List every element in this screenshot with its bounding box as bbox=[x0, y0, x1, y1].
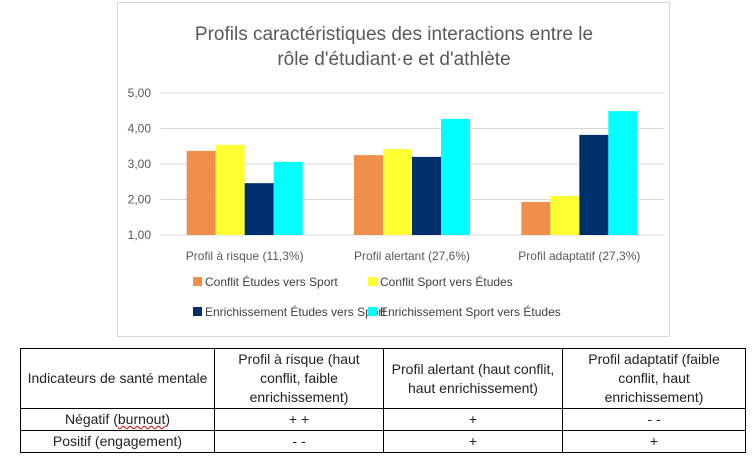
legend-label: Conflit Sport vers Études bbox=[380, 274, 513, 289]
legend-swatch bbox=[193, 277, 202, 286]
row-label: Négatif (burnout) bbox=[20, 408, 215, 431]
bar bbox=[441, 118, 470, 235]
mental-health-table: Indicateurs de santé mentale Profil à ri… bbox=[20, 348, 746, 453]
table-row: Positif (engagement) - - + + bbox=[20, 430, 746, 453]
legend-swatch bbox=[368, 307, 377, 316]
bar bbox=[579, 134, 609, 235]
y-tick-label: 1,00 bbox=[128, 228, 152, 242]
table-cell: + bbox=[383, 408, 563, 431]
bar bbox=[354, 155, 383, 235]
bar bbox=[244, 183, 274, 235]
bar bbox=[412, 156, 441, 235]
legend-swatch bbox=[193, 307, 202, 316]
spellcheck-word: burnout bbox=[117, 411, 166, 427]
x-category-label: Profil adaptatif (27,3%) bbox=[518, 249, 640, 263]
bar bbox=[186, 150, 216, 235]
table-header-row: Indicateurs de santé mentale Profil à ri… bbox=[20, 348, 746, 409]
table-cell: - - bbox=[562, 408, 746, 431]
legend-label: Conflit Études vers Sport bbox=[205, 274, 338, 289]
row-label-text: Négatif ( bbox=[64, 411, 118, 427]
row-label-end: ) bbox=[165, 411, 171, 427]
bar-chart: Profils caractéristiques des interaction… bbox=[128, 24, 663, 319]
bar bbox=[550, 195, 580, 235]
bar bbox=[521, 201, 551, 235]
chart-title-line-2: rôle d'étudiant·e et d'athlète bbox=[277, 49, 510, 70]
chart-title-line-1: Profils caractéristiques des interaction… bbox=[195, 24, 593, 45]
legend-label: Enrichissement Sport vers Études bbox=[380, 304, 561, 319]
legend-swatch bbox=[368, 277, 377, 286]
chart-frame: Profils caractéristiques des interaction… bbox=[117, 2, 670, 337]
bar bbox=[215, 144, 245, 235]
table-cell: + bbox=[383, 430, 563, 453]
bar bbox=[273, 161, 303, 235]
table-cell: + + bbox=[214, 408, 384, 431]
header-cell: Indicateurs de santé mentale bbox=[20, 348, 215, 409]
y-tick-label: 4,00 bbox=[128, 122, 152, 136]
header-cell: Profil à risque (haut conflit, faible en… bbox=[214, 348, 384, 409]
x-category-label: Profil à risque (11,3%) bbox=[186, 249, 304, 263]
table-cell: + bbox=[562, 430, 746, 453]
y-tick-label: 3,00 bbox=[128, 157, 152, 171]
row-label: Positif (engagement) bbox=[20, 430, 215, 453]
bar bbox=[608, 111, 638, 235]
header-cell: Profil adaptatif (faible conflit, haut e… bbox=[562, 348, 746, 409]
table-cell: - - bbox=[214, 430, 384, 453]
table-row: Négatif (burnout) + + + - - bbox=[20, 408, 746, 431]
legend-label: Enrichissement Études vers Sport bbox=[205, 304, 386, 319]
y-tick-label: 2,00 bbox=[128, 193, 152, 207]
header-cell: Profil alertant (haut conflit, haut enri… bbox=[383, 348, 563, 409]
y-tick-label: 5,00 bbox=[128, 86, 152, 100]
bar bbox=[383, 149, 412, 235]
x-category-label: Profil alertant (27,6%) bbox=[354, 249, 470, 263]
